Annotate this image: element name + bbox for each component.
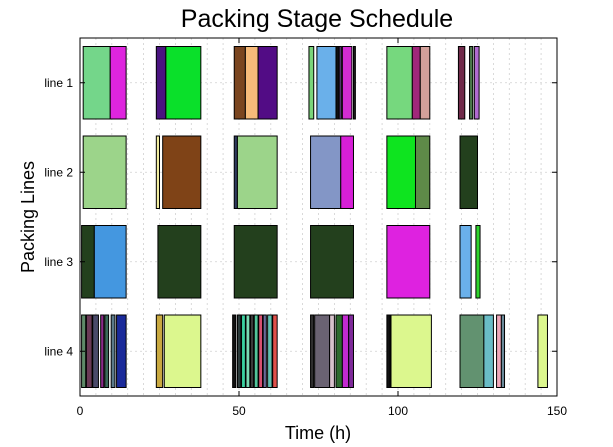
task-bar xyxy=(244,46,259,120)
task-bar xyxy=(459,135,479,209)
task-bar xyxy=(329,314,335,388)
x-ticks: 0 50 100 150 xyxy=(77,38,567,418)
x-tick-label: 0 xyxy=(77,404,84,418)
task-bar xyxy=(310,225,354,299)
task-bar xyxy=(386,314,391,388)
y-tick-label: line 4 xyxy=(44,344,73,358)
task-bar xyxy=(267,314,273,388)
task-bar xyxy=(100,314,105,388)
task-bar xyxy=(162,135,202,209)
task-bar xyxy=(341,314,350,388)
task-bar xyxy=(104,314,110,388)
task-bar xyxy=(233,225,278,299)
task-bar xyxy=(93,225,127,299)
task-bar xyxy=(457,46,466,120)
task-bar xyxy=(496,314,502,388)
task-bar xyxy=(473,46,480,120)
task-bar xyxy=(411,46,421,120)
task-bar xyxy=(258,314,264,388)
task-bar xyxy=(163,314,202,388)
x-tick-label: 150 xyxy=(547,404,567,418)
task-bar xyxy=(500,314,506,388)
task-bar xyxy=(537,314,548,388)
task-bar xyxy=(308,46,315,120)
task-bar xyxy=(348,314,354,388)
chart-title: Packing Stage Schedule xyxy=(181,5,453,33)
x-tick-label: 50 xyxy=(232,404,246,418)
task-bar xyxy=(245,314,251,388)
task-bar xyxy=(475,225,481,299)
task-bar xyxy=(272,314,278,388)
task-bar xyxy=(352,46,356,120)
tasks-layer xyxy=(81,46,548,388)
task-bar xyxy=(233,46,246,120)
task-bar xyxy=(469,46,474,120)
task-bar xyxy=(253,314,259,388)
task-bar xyxy=(390,314,432,388)
y-tick-label: line 3 xyxy=(44,255,73,269)
task-bar xyxy=(459,225,472,299)
task-bar xyxy=(459,314,485,388)
y-ticks: line 1 line 2 line 3 line 4 xyxy=(44,76,557,358)
task-bar xyxy=(338,46,342,120)
task-bar xyxy=(110,314,116,388)
task-bar xyxy=(386,46,413,120)
task-bar xyxy=(310,135,342,209)
task-bar xyxy=(249,314,255,388)
task-bar xyxy=(109,46,127,120)
y-axis-label: Packing Lines xyxy=(18,161,38,273)
plot-frame xyxy=(79,37,558,397)
task-bar xyxy=(386,225,431,299)
task-bar xyxy=(116,314,127,388)
task-bar xyxy=(82,135,127,209)
task-bar xyxy=(165,46,202,120)
task-bar xyxy=(414,135,431,209)
task-bar xyxy=(92,314,99,388)
task-bar xyxy=(257,46,278,120)
y-tick-label: line 2 xyxy=(44,165,73,179)
task-bar xyxy=(236,135,278,209)
task-bar xyxy=(155,314,164,388)
task-bar xyxy=(82,46,111,120)
task-bar xyxy=(419,46,431,120)
task-bar xyxy=(155,46,167,120)
task-bar xyxy=(155,135,161,209)
task-bar xyxy=(341,46,353,120)
task-bar xyxy=(335,314,343,388)
task-bar xyxy=(85,314,93,388)
task-bar xyxy=(236,314,242,388)
task-bar xyxy=(340,135,354,209)
task-bar xyxy=(232,314,237,388)
y-tick-label: line 1 xyxy=(44,76,73,90)
task-bar xyxy=(314,314,331,388)
task-bar xyxy=(483,314,494,388)
task-bar xyxy=(262,314,267,388)
x-tick-label: 100 xyxy=(388,404,408,418)
task-bar xyxy=(241,314,246,388)
task-bar xyxy=(310,314,315,388)
task-bar xyxy=(157,225,202,299)
task-bar xyxy=(316,46,337,120)
x-axis-label: Time (h) xyxy=(285,423,351,443)
task-bar xyxy=(386,135,416,209)
